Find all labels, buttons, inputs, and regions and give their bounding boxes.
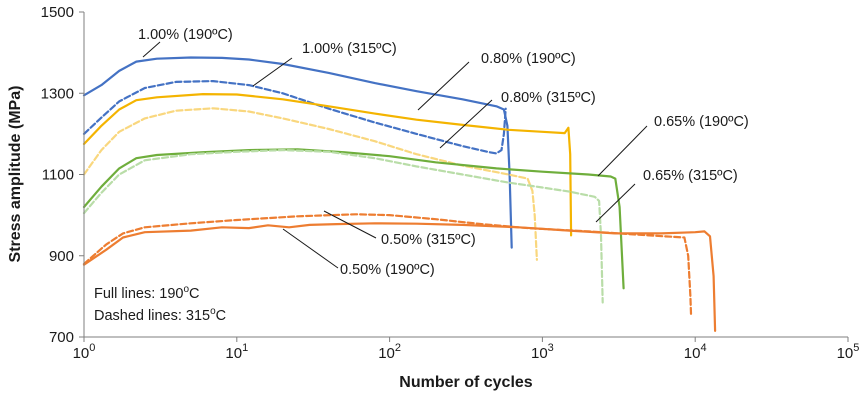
leader-line-0	[142, 41, 161, 58]
series-line-0	[82, 56, 513, 249]
series-line-5	[82, 149, 604, 304]
annotation-label-0: 1.00% (190ºC)	[138, 27, 233, 43]
series-line-2	[82, 93, 573, 237]
leader-line-7	[282, 228, 339, 269]
x-tick-label-1: 101	[225, 342, 248, 362]
series-line-1	[82, 80, 507, 155]
x-tick-label-4: 104	[684, 342, 707, 362]
x-tick-label-2: 102	[378, 342, 401, 362]
leader-line-6	[323, 210, 377, 239]
series-line-6	[82, 222, 717, 332]
leader-line-5	[595, 183, 636, 223]
annotation-label-4: 0.65% (190ºC)	[654, 114, 749, 130]
series-line-7	[82, 213, 693, 318]
series-layer	[82, 56, 717, 332]
leader-line-3	[439, 99, 493, 149]
y-tick-label-0: 700	[49, 329, 74, 346]
x-axis-title: Number of cycles	[399, 374, 532, 391]
y-ticks: 700 900 1100 1300 1500	[41, 4, 84, 346]
series-line-3	[82, 107, 538, 261]
annotation-label-1: 1.00% (315ºC)	[302, 41, 397, 57]
y-tick-label-2: 1100	[42, 167, 74, 184]
y-tick-label-4: 1500	[41, 4, 74, 21]
annotation-label-2: 0.80% (190ºC)	[481, 51, 576, 67]
note-dashed-lines: Dashed lines: 315oC	[94, 306, 226, 324]
x-tick-label-0: 100	[73, 342, 96, 362]
y-tick-label-1: 900	[49, 248, 74, 265]
leader-line-2	[417, 61, 470, 111]
series-line-4	[82, 148, 625, 290]
y-axis-title: Stress amplitude (MPa)	[7, 86, 24, 263]
note-full-lines: Full lines: 190oC	[94, 284, 200, 302]
leader-line-4	[597, 125, 648, 177]
annotation-label-5: 0.65% (315ºC)	[643, 168, 738, 184]
annotation-label-7: 0.50% (190ºC)	[340, 262, 435, 278]
x-tick-label-3: 103	[531, 342, 554, 362]
y-tick-label-3: 1300	[41, 85, 74, 102]
leader-line-1	[252, 57, 293, 87]
x-ticks: 100 101 102 103 104 105	[73, 337, 860, 362]
annotation-layer: 1.00% (190ºC) 1.00% (315ºC) 0.80% (190ºC) 0…	[138, 27, 749, 278]
annotation-label-3: 0.80% (315ºC)	[501, 90, 596, 106]
leader-lines	[142, 41, 648, 269]
annotation-label-6: 0.50% (315ºC)	[381, 232, 476, 248]
x-tick-label-5: 105	[837, 342, 860, 362]
